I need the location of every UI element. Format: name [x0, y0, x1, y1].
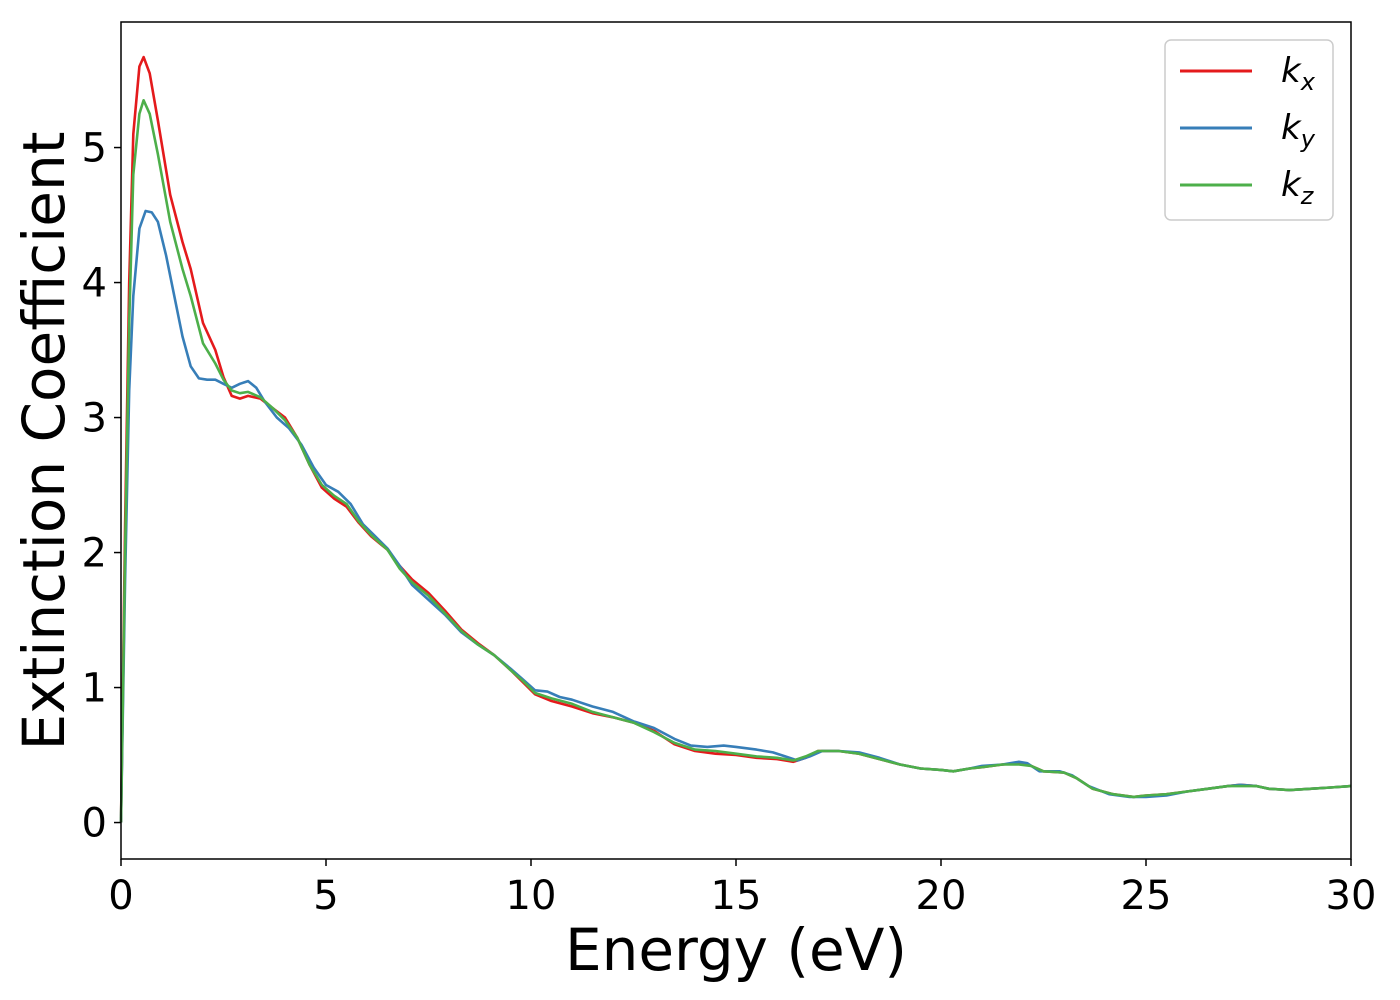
- y-axis-ticks: 0 1 2 3 4 5: [82, 126, 121, 847]
- legend-label-kz: kz: [1281, 165, 1315, 210]
- series-layer: [119, 55, 1352, 823]
- x-tick-label: 20: [916, 873, 967, 919]
- x-tick-label: 0: [108, 873, 133, 919]
- y-tick-label: 2: [82, 531, 107, 577]
- x-tick-label: 10: [506, 873, 557, 919]
- y-tick-label: 5: [82, 126, 107, 172]
- x-tick-label: 25: [1121, 873, 1172, 919]
- y-tick-label: 4: [82, 261, 107, 307]
- x-tick-label: 15: [711, 873, 762, 919]
- x-axis-label: Energy (eV): [565, 916, 907, 984]
- x-tick-label: 5: [313, 873, 338, 919]
- series-line-ky: [119, 209, 1352, 823]
- series-line-kz: [119, 99, 1352, 823]
- legend-box: [1164, 39, 1334, 221]
- legend-label-kx: kx: [1281, 51, 1316, 96]
- y-tick-label: 1: [82, 666, 107, 712]
- y-axis-label: Extinction Coefficient: [10, 132, 78, 751]
- legend-label-ky: ky: [1281, 108, 1316, 153]
- x-tick-label: 30: [1326, 873, 1377, 919]
- legend: kx ky kz: [1164, 39, 1334, 221]
- x-axis-ticks: 0 5 10 15 20 25 30: [108, 859, 1376, 919]
- y-tick-label: 0: [82, 801, 107, 847]
- y-tick-label: 3: [82, 396, 107, 442]
